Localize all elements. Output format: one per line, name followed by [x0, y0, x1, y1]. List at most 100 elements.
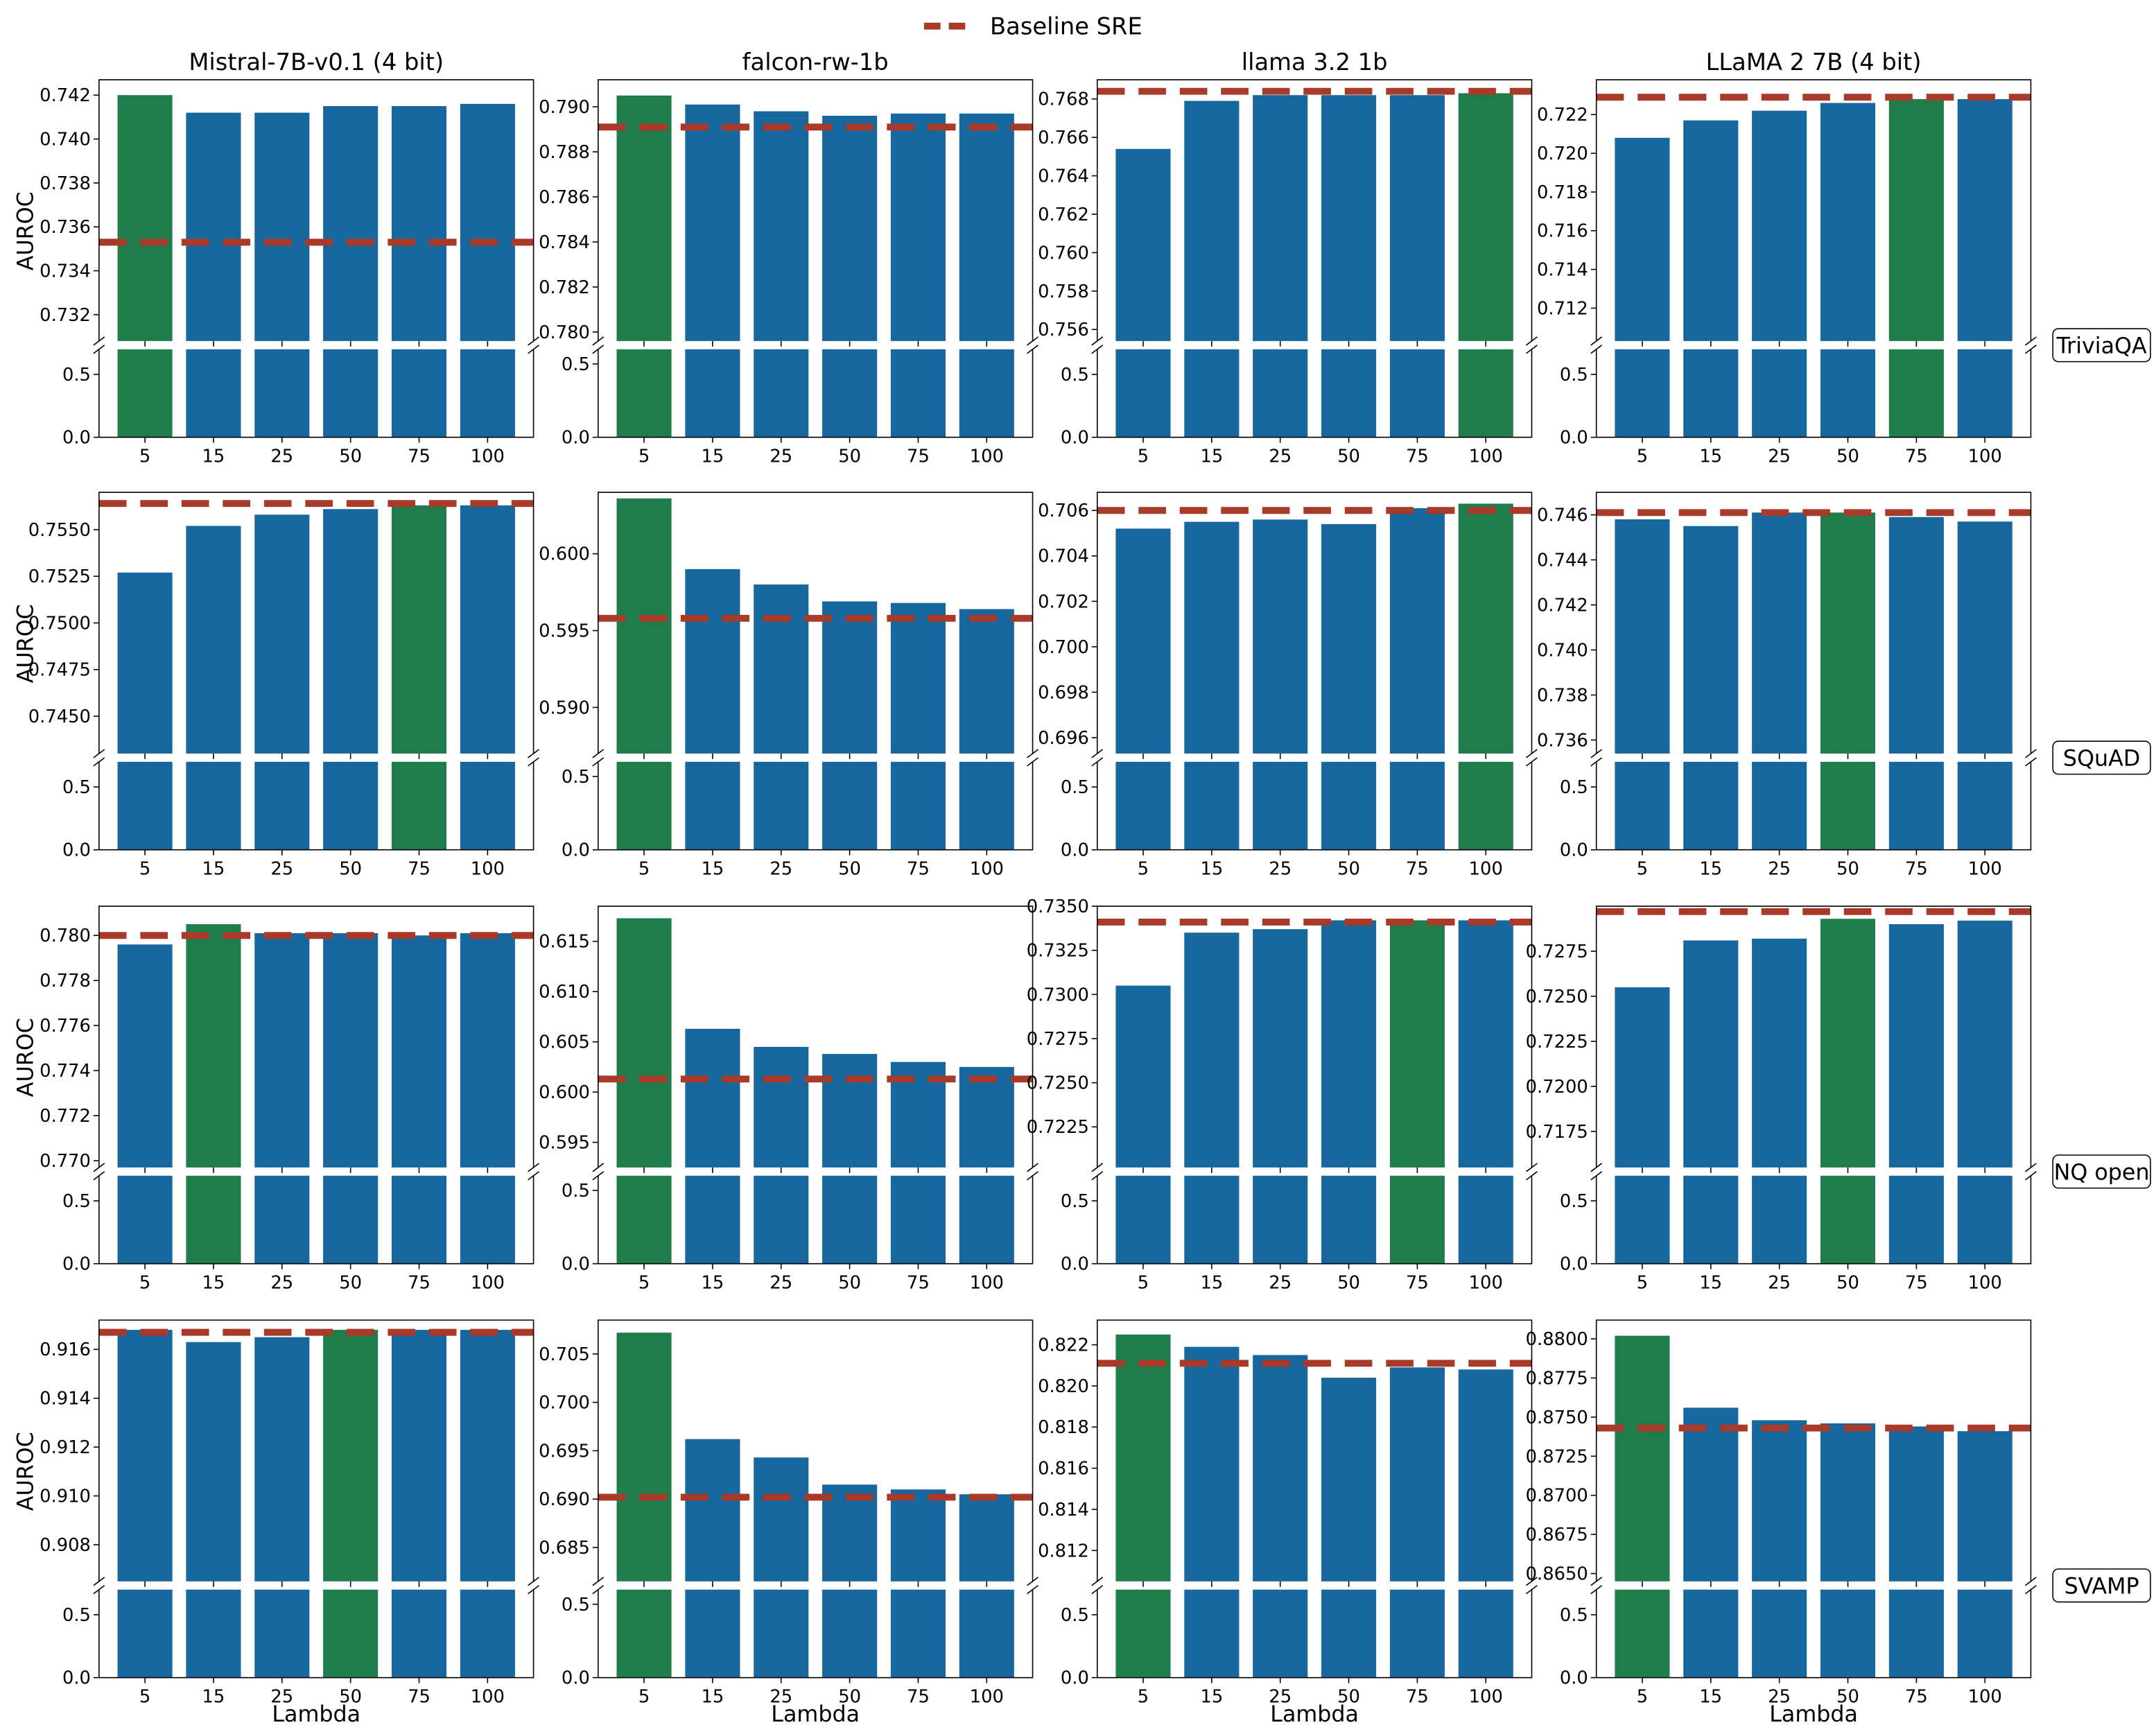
bar-lower	[959, 1589, 1014, 1678]
axis-break-mark	[93, 1577, 105, 1586]
x-tick-label: 15	[202, 1272, 225, 1293]
bar-lower	[1957, 1589, 2012, 1678]
bar-lower	[959, 1175, 1014, 1264]
axes-frame-upper	[1096, 1319, 1533, 1581]
y-tick-label: 0.5	[62, 1605, 91, 1626]
axis-break-mark	[93, 757, 105, 767]
y-tick-label: 0.0	[62, 428, 91, 449]
y-tick-label: 0.7200	[1526, 1077, 1588, 1098]
x-tick-label: 5	[1138, 1272, 1149, 1293]
x-tick-label: 25	[1269, 858, 1292, 879]
column-title: falcon-rw-1b	[742, 49, 889, 76]
y-tick-label: 0.736	[1537, 730, 1588, 751]
axis-break-mark	[1590, 1171, 1603, 1181]
x-tick-label: 5	[139, 446, 150, 467]
x-tick-label: 100	[1469, 1272, 1503, 1293]
panel-2-0: 5 15 25 50 75 100 0.770 0.772 0.774 0.776 0.778 0.7…	[14, 905, 540, 1293]
axis-break-mark	[1526, 345, 1538, 354]
bar-lower	[186, 1175, 241, 1264]
axis-break-mark	[1091, 345, 1104, 354]
y-tick-label: 0.782	[539, 277, 590, 298]
bar-upper	[1752, 110, 1807, 341]
axis-break-mark	[1027, 1171, 1038, 1181]
bar-upper	[1115, 148, 1171, 341]
axes-frame-upper	[598, 79, 1034, 341]
bar-upper	[1615, 987, 1670, 1168]
y-tick-label: 0.704	[1038, 546, 1089, 567]
bar-upper	[959, 609, 1014, 754]
y-tick-label: 0.8800	[1526, 1329, 1588, 1350]
x-tick-label: 5	[139, 858, 150, 879]
y-tick-label: 0.600	[539, 1082, 590, 1103]
bar-upper	[1321, 523, 1377, 754]
y-tick-label: 0.812	[1038, 1541, 1089, 1561]
axes-frame-lower	[598, 1175, 1034, 1265]
bar-lower	[1683, 1175, 1739, 1264]
x-tick-label: 100	[1968, 1686, 2002, 1707]
axis-break-mark	[1590, 345, 1603, 354]
y-axis-label: AUROC	[14, 604, 39, 683]
y-tick-label: 0.762	[1038, 205, 1089, 225]
bar-lower	[616, 1175, 672, 1264]
x-tick-label: 50	[838, 1686, 861, 1707]
bar-lower	[1115, 349, 1171, 437]
legend: Baseline SRE	[923, 13, 1142, 40]
bar-lower	[1321, 1589, 1377, 1678]
bar-upper	[1683, 120, 1739, 341]
bar-lower	[117, 761, 173, 850]
panel-0-1: 5 15 25 50 75 100 0.780 0.782 0.784 0.786 0.788 0.7…	[539, 49, 1038, 467]
bar-upper	[1458, 1369, 1513, 1581]
axis-break-mark	[2025, 336, 2037, 346]
y-tick-label: 0.816	[1038, 1459, 1089, 1480]
row-label-box	[2052, 1568, 2151, 1603]
panel-3-1: 5 15 25 50 75 100 0.685 0.690 0.695 0.700 0.705 0.0…	[539, 1319, 1038, 1727]
x-tick-label: 15	[702, 858, 724, 879]
bar-lower	[685, 761, 740, 850]
bar-upper	[822, 116, 878, 341]
y-tick-label: 0.5	[62, 1191, 91, 1212]
axes-frame-lower	[1096, 1175, 1533, 1265]
y-tick-label: 0.820	[1038, 1376, 1089, 1397]
x-tick-label: 15	[1699, 858, 1722, 879]
panel-1-0: 5 15 25 50 75 100 0.7450 0.7475 0.7500 0.7525 0.75…	[14, 492, 540, 879]
y-tick-label: 0.695	[539, 1441, 590, 1462]
panel-2-2: 5 15 25 50 75 100 0.7225 0.7250 0.7275 0.7300 0.73…	[1027, 896, 1538, 1293]
bar-upper	[1458, 93, 1513, 341]
y-tick-label: 0.5	[562, 1595, 590, 1615]
bar-lower	[822, 761, 878, 850]
x-tick-label: 75	[1905, 858, 1928, 879]
bar-upper	[1184, 521, 1240, 754]
y-tick-label: 0.0	[562, 840, 590, 861]
x-tick-label: 5	[638, 446, 650, 467]
y-tick-label: 0.7450	[28, 706, 91, 727]
x-tick-label: 75	[1905, 1686, 1928, 1707]
axis-break-mark	[1027, 749, 1038, 758]
axis-break-mark	[2025, 1171, 2037, 1181]
bar-lower	[822, 349, 878, 437]
bar-lower	[460, 349, 515, 437]
bar-upper	[1752, 1420, 1807, 1581]
y-tick-label: 0.742	[40, 85, 91, 106]
x-tick-label: 15	[1699, 446, 1722, 467]
bar-upper	[1458, 920, 1513, 1168]
axis-break-mark	[528, 749, 540, 758]
axis-break-mark	[1027, 345, 1038, 354]
panel-0-2: 5 15 25 50 75 100 0.756 0.758 0.760 0.762 0.764 0.7…	[1038, 49, 1538, 467]
y-tick-label: 0.722	[1537, 105, 1588, 125]
axis-break-mark	[1027, 757, 1038, 767]
bar-lower	[1888, 761, 1944, 850]
y-tick-label: 0.615	[539, 932, 590, 953]
bar-upper	[1615, 519, 1670, 754]
bar-upper	[1389, 508, 1445, 754]
bar-upper	[1888, 924, 1944, 1168]
bar-upper	[754, 111, 809, 341]
y-tick-label: 0.764	[1038, 166, 1089, 187]
axis-break-mark	[1091, 336, 1104, 346]
bar-lower	[1888, 349, 1944, 437]
bar-upper	[1957, 98, 2012, 341]
y-tick-label: 0.780	[40, 926, 91, 946]
y-tick-label: 0.0	[1560, 1668, 1588, 1689]
y-tick-label: 0.788	[539, 142, 590, 163]
bar-upper	[1820, 919, 1876, 1168]
y-tick-label: 0.7525	[28, 566, 91, 587]
